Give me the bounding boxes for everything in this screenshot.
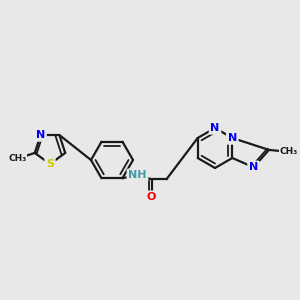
Text: CH₃: CH₃: [280, 147, 298, 156]
Text: N: N: [249, 162, 258, 172]
Text: N: N: [36, 130, 45, 140]
Text: CH₃: CH₃: [8, 154, 27, 163]
Text: N: N: [228, 133, 237, 143]
Text: NH: NH: [128, 170, 147, 180]
Text: O: O: [147, 192, 156, 202]
Text: N: N: [210, 123, 220, 133]
Text: S: S: [46, 159, 54, 169]
